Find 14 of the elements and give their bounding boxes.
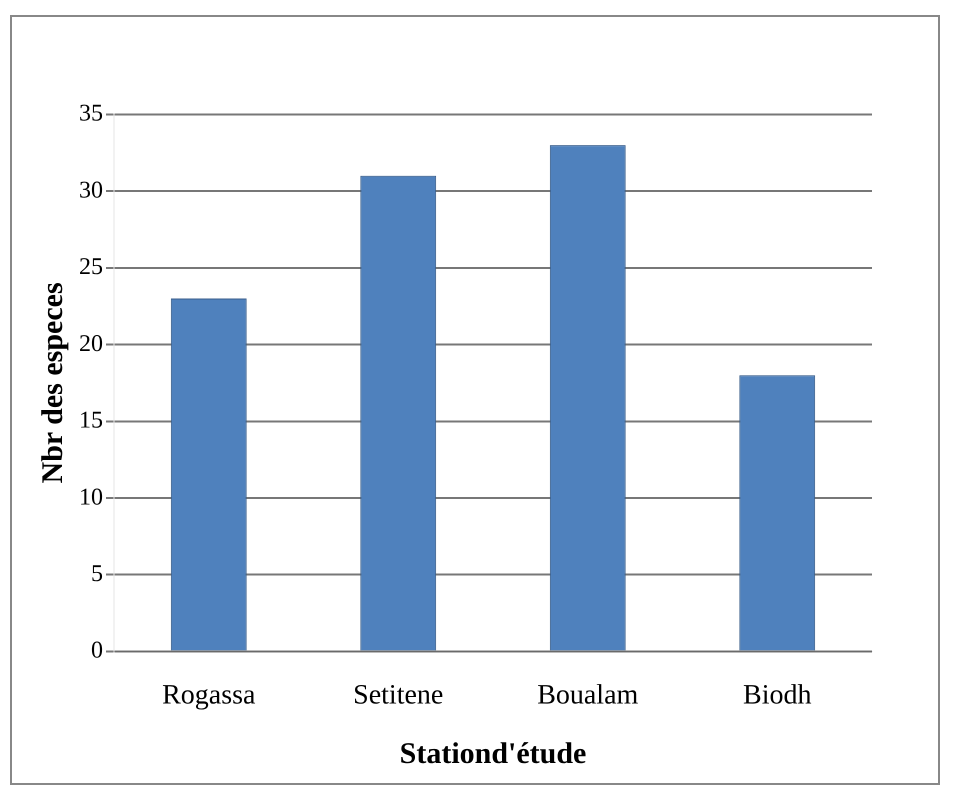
x-axis-title: Stationd'étude <box>400 736 586 770</box>
x-tick-label: Biodh <box>743 680 812 711</box>
x-tick-label: Boualam <box>537 680 639 711</box>
y-tick-label: 5 <box>91 560 103 587</box>
x-tick-label: Rogassa <box>162 680 256 711</box>
y-tick-label: 20 <box>79 330 103 357</box>
y-tick-label: 0 <box>91 638 103 664</box>
y-axis-title: Nbr des especes <box>36 282 69 484</box>
y-tick-label: 30 <box>79 177 103 204</box>
y-tick-label: 35 <box>79 100 103 127</box>
y-tick-label: 15 <box>79 408 103 434</box>
y-tick-label: 10 <box>79 484 103 510</box>
x-tick-label: Setitene <box>353 680 444 711</box>
y-tick-label: 25 <box>79 254 103 280</box>
